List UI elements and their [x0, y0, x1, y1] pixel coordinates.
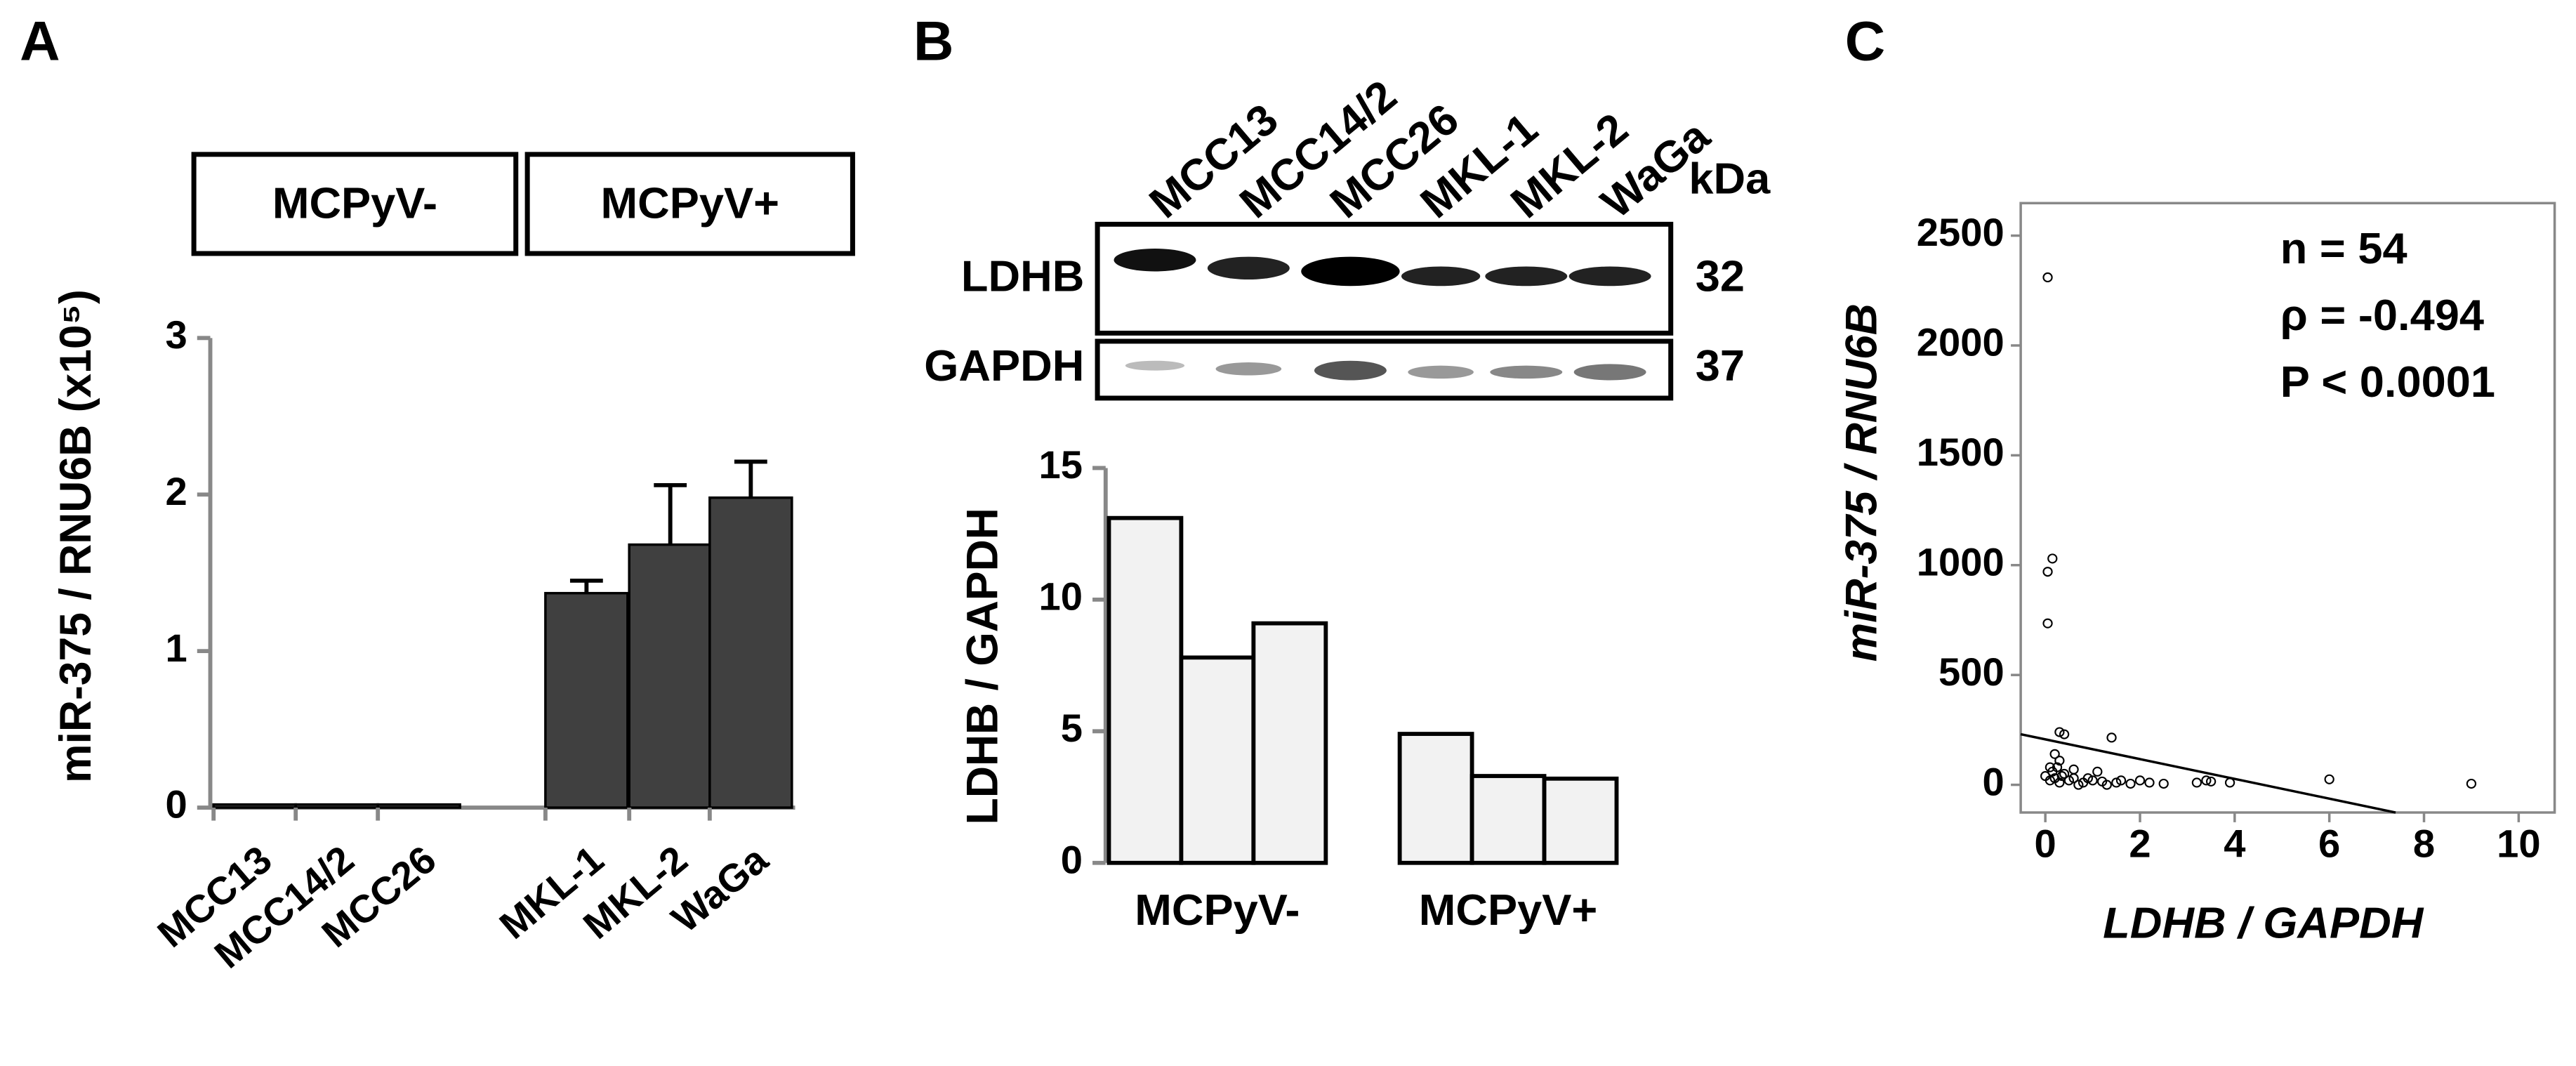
bar [294, 803, 379, 809]
data-point [2073, 779, 2084, 790]
y-tick-label: 5 [1061, 706, 1083, 750]
x-axis-label: LDHB / GAPDH [2103, 899, 2424, 948]
blot-row-label: LDHB [961, 252, 1084, 301]
y-axis-label: miR-375 / RNU6B (x10⁵) [51, 289, 100, 783]
data-point [2042, 272, 2053, 283]
data-point [2052, 762, 2063, 772]
y-tick-label: 500 [1938, 650, 2004, 694]
western-blot [1095, 221, 1674, 401]
kda-label: 37 [1696, 341, 1745, 390]
bar [1107, 515, 1184, 865]
data-point [2047, 553, 2058, 564]
data-point [2111, 777, 2122, 788]
y-axis-label: miR-375 / RNU6B [1837, 303, 1886, 662]
group-label: MCPyV+ [1419, 886, 1597, 935]
annotation: ρ = -0.494 [2280, 291, 2484, 340]
bar [628, 543, 713, 809]
y-tick-label: 15 [1039, 442, 1083, 487]
data-point [2082, 773, 2093, 784]
x-tick-label: 4 [2224, 822, 2245, 866]
data-point [2324, 774, 2334, 784]
y-tick-label: 1000 [1917, 540, 2004, 584]
data-point [2063, 775, 2075, 786]
y-tick-label: 2 [166, 469, 187, 513]
panel-label: C [1845, 10, 1885, 72]
data-point [2068, 764, 2079, 775]
y-axis-label: LDHB / GAPDH [958, 508, 1007, 824]
bar [376, 803, 461, 809]
data-point [2466, 778, 2477, 789]
group-label: MCPyV+ [601, 179, 779, 228]
data-point [2054, 756, 2065, 766]
group-box [191, 152, 519, 256]
data-point [2042, 567, 2053, 577]
bar [212, 803, 297, 809]
y-tick-label: 0 [1061, 838, 1083, 882]
data-point [2191, 777, 2202, 788]
data-point [2059, 729, 2070, 739]
unit-label: kDa [1689, 154, 1771, 204]
data-point [2087, 775, 2098, 786]
bar [1397, 732, 1474, 865]
plot-frame [2019, 202, 2556, 814]
data-point [2158, 778, 2169, 789]
y-tick-label: 3 [166, 312, 187, 357]
annotation: n = 54 [2280, 224, 2407, 273]
y-tick-label: 0 [166, 782, 187, 827]
data-point [2059, 768, 2070, 779]
bar [1179, 655, 1256, 865]
x-tick-label: 0 [2035, 822, 2056, 866]
data-point [2045, 775, 2056, 786]
y-tick-label: 2500 [1917, 211, 2004, 255]
data-point [2042, 618, 2053, 629]
data-point [2125, 778, 2136, 789]
data-point [2106, 732, 2117, 743]
panel-label: A [20, 10, 60, 72]
data-point [2049, 749, 2060, 759]
annotation: P < 0.0001 [2280, 357, 2495, 407]
x-tick-label: 2 [2129, 822, 2151, 866]
data-point [2101, 779, 2112, 790]
x-tick-label: 10 [2497, 822, 2540, 866]
bar [708, 496, 793, 809]
x-tick-label: 8 [2413, 822, 2435, 866]
bar [1469, 774, 1547, 865]
blot-row-label: GAPDH [924, 341, 1084, 390]
data-point [2054, 777, 2065, 788]
data-point [2115, 775, 2127, 786]
panel-label: B [913, 10, 953, 72]
group-label: MCPyV- [1135, 886, 1300, 935]
kda-label: 32 [1696, 252, 1745, 301]
y-tick-label: 10 [1039, 574, 1083, 619]
bar [1251, 621, 1328, 865]
data-point [2201, 775, 2212, 786]
y-tick-label: 2000 [1917, 320, 2004, 364]
group-box [524, 152, 855, 256]
data-point [2144, 777, 2155, 788]
bar [544, 591, 629, 809]
x-tick-label: 6 [2318, 822, 2340, 866]
data-point [2134, 775, 2146, 786]
y-tick-label: 1 [166, 626, 187, 670]
y-tick-label: 0 [1982, 760, 2004, 804]
data-point [2056, 771, 2067, 782]
data-point [2092, 766, 2103, 777]
y-tick-label: 1500 [1917, 430, 2004, 474]
data-point [2054, 727, 2065, 737]
bar [1542, 776, 1619, 865]
regression-line [2020, 732, 2396, 814]
group-label: MCPyV- [272, 179, 437, 228]
data-point [2205, 776, 2217, 787]
